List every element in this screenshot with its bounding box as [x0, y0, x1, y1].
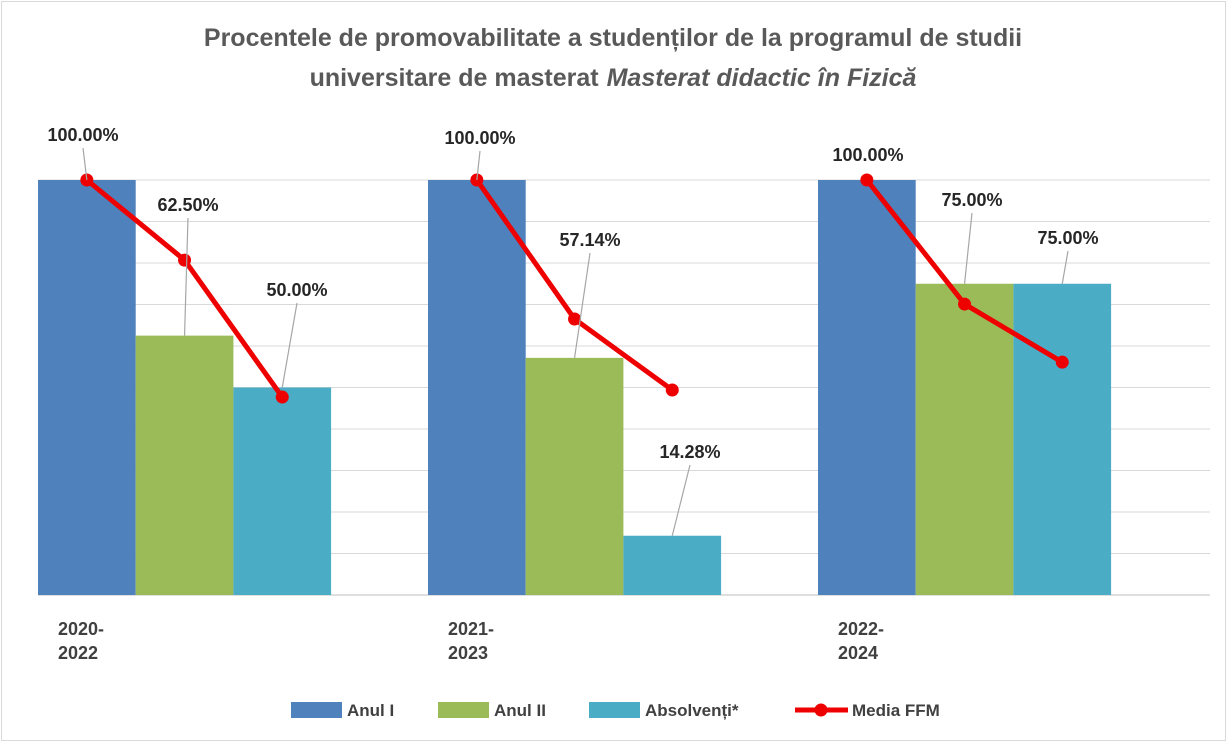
callout-line — [183, 217, 189, 336]
line-marker — [178, 253, 192, 267]
legend-label: Anul I — [347, 701, 394, 720]
line-marker — [568, 312, 582, 326]
bar — [1013, 283, 1112, 595]
bar — [623, 535, 722, 595]
legend-label: Anul II — [494, 701, 546, 720]
legend-label: Media FFM — [852, 701, 940, 720]
data-label: 14.28% — [659, 442, 720, 462]
x-tick-label: 2022- 2024 — [838, 619, 885, 663]
data-label: 50.00% — [266, 280, 327, 300]
data-label: 62.50% — [157, 195, 218, 215]
data-label: 57.14% — [559, 230, 620, 250]
data-label: 75.00% — [941, 190, 1002, 210]
chart-title: universitare de masterat — [310, 64, 600, 92]
data-label: 100.00% — [47, 125, 118, 145]
callout-line — [476, 150, 481, 181]
x-tick-label: 2021- 2023 — [448, 619, 495, 663]
legend-swatch — [814, 703, 828, 717]
line-marker — [665, 383, 679, 397]
legend-swatch — [291, 702, 342, 718]
bar — [135, 335, 234, 595]
legend-label: Absolvenți* — [645, 701, 739, 720]
callout-line — [281, 302, 298, 388]
callout-line — [963, 212, 973, 284]
line-marker — [275, 390, 289, 404]
data-label: 100.00% — [832, 145, 903, 165]
chart-title: Procentele de promovabilitate a studenți… — [204, 24, 1022, 52]
chart-title: universitare de masterat Masterat didacti… — [310, 64, 917, 92]
bar — [525, 357, 624, 595]
line-marker — [860, 173, 874, 187]
legend-swatch — [438, 702, 489, 718]
legend-swatch — [589, 702, 640, 718]
line-marker — [958, 297, 972, 311]
callout-line — [573, 252, 591, 358]
bar — [233, 387, 332, 595]
bar — [38, 180, 136, 595]
bar — [818, 180, 916, 595]
bar — [915, 283, 1014, 595]
callout-line — [1061, 250, 1069, 284]
data-label: 100.00% — [444, 128, 515, 148]
bar — [428, 180, 526, 595]
x-tick-label: 2020- 2022 — [58, 619, 105, 663]
line-marker — [1055, 355, 1069, 369]
chart-title-emphasis: Masterat didactic în Fizică — [607, 64, 917, 92]
callout-line — [82, 147, 88, 181]
data-label: 75.00% — [1037, 228, 1098, 248]
callout-line — [671, 464, 691, 536]
